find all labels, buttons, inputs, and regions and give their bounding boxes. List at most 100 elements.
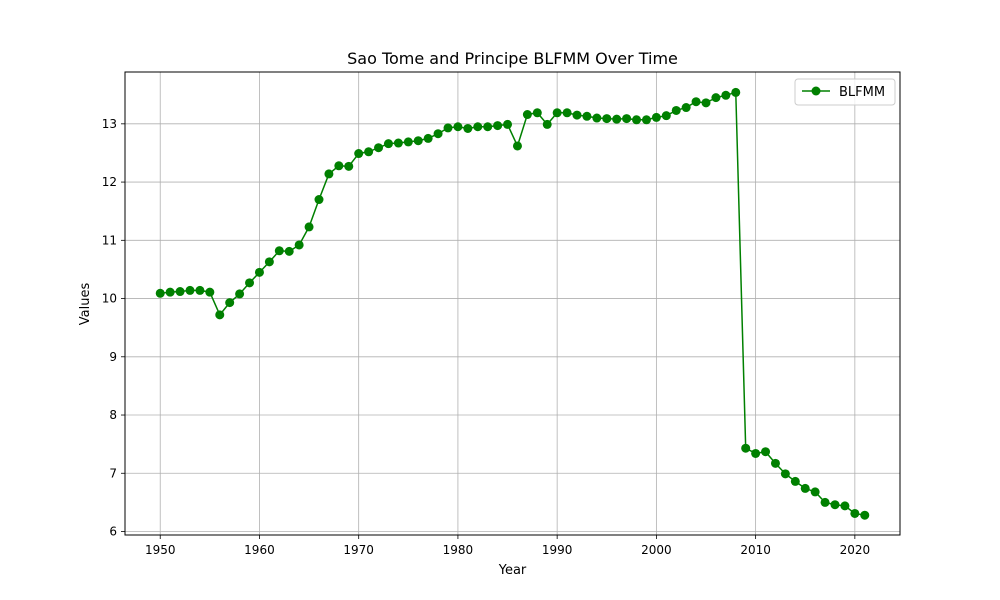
x-tick-label: 2010 xyxy=(740,543,771,557)
data-point xyxy=(364,147,374,157)
data-point xyxy=(651,112,661,122)
data-point xyxy=(512,141,522,151)
data-point xyxy=(860,510,870,520)
data-point xyxy=(701,98,711,108)
data-point xyxy=(721,90,731,100)
data-point xyxy=(761,447,771,457)
data-point xyxy=(552,108,562,118)
data-point xyxy=(314,195,324,205)
grid-lines xyxy=(125,72,900,535)
data-point xyxy=(324,169,334,179)
data-point xyxy=(175,287,185,297)
data-point xyxy=(592,113,602,123)
data-point xyxy=(820,497,830,507)
data-point xyxy=(413,136,423,146)
data-point xyxy=(503,119,513,129)
x-tick-label: 2020 xyxy=(840,543,871,557)
legend: BLFMM xyxy=(794,78,896,106)
data-point xyxy=(493,121,503,131)
data-point xyxy=(195,285,205,295)
y-tick-label: 8 xyxy=(109,408,117,422)
y-axis-ticks: 6 7 8 9 10 11 12 13 xyxy=(102,117,125,539)
data-point xyxy=(374,143,384,153)
data-point xyxy=(393,138,403,148)
data-point xyxy=(522,110,532,120)
data-point xyxy=(205,287,215,297)
data-point xyxy=(344,161,354,171)
data-point xyxy=(383,139,393,149)
x-tick-label: 1950 xyxy=(145,543,176,557)
x-tick-label: 2000 xyxy=(641,543,672,557)
data-point xyxy=(681,103,691,113)
data-point xyxy=(632,115,642,125)
data-point xyxy=(294,240,304,250)
legend-label-blfmm: BLFMM xyxy=(839,85,885,100)
data-point xyxy=(235,289,245,299)
data-point xyxy=(185,285,195,295)
data-point xyxy=(671,105,681,115)
chart-title: Sao Tome and Principe BLFMM Over Time xyxy=(347,49,678,68)
data-point xyxy=(572,110,582,120)
data-point xyxy=(582,111,592,121)
x-tick-label: 1980 xyxy=(443,543,474,557)
data-point xyxy=(850,508,860,518)
data-point xyxy=(463,123,473,133)
data-point xyxy=(790,476,800,486)
data-point xyxy=(711,93,721,103)
data-point xyxy=(354,149,364,159)
data-point xyxy=(641,115,651,125)
data-point xyxy=(770,458,780,468)
data-point xyxy=(602,114,612,124)
data-point xyxy=(225,298,235,308)
data-point xyxy=(741,443,751,453)
data-point xyxy=(284,246,294,256)
data-point xyxy=(810,487,820,497)
data-point xyxy=(254,267,264,277)
x-tick-label: 1960 xyxy=(244,543,275,557)
data-point xyxy=(215,310,225,320)
data-point xyxy=(612,114,622,124)
plot-frame xyxy=(124,71,901,536)
data-point xyxy=(334,161,344,171)
data-point xyxy=(840,501,850,511)
data-point xyxy=(542,119,552,129)
series-group xyxy=(155,87,870,520)
data-point xyxy=(780,469,790,479)
data-point xyxy=(830,500,840,510)
data-point xyxy=(155,288,165,298)
data-point xyxy=(473,122,483,132)
data-point xyxy=(264,257,274,267)
data-point xyxy=(661,111,671,121)
data-point xyxy=(453,122,463,132)
data-point xyxy=(483,122,493,132)
data-point xyxy=(165,287,175,297)
y-tick-label: 11 xyxy=(102,233,117,247)
data-point xyxy=(443,123,453,133)
data-point xyxy=(562,108,572,118)
legend-marker-swatch xyxy=(811,86,821,96)
data-point xyxy=(423,133,433,143)
x-axis-label: Year xyxy=(498,563,527,578)
y-tick-label: 10 xyxy=(102,292,117,306)
data-point xyxy=(403,137,413,147)
data-point xyxy=(532,108,542,118)
x-tick-label: 1990 xyxy=(542,543,573,557)
y-tick-label: 12 xyxy=(102,175,117,189)
y-tick-label: 6 xyxy=(109,525,117,539)
y-tick-label: 13 xyxy=(102,117,117,131)
data-point xyxy=(274,246,284,256)
x-axis-ticks: 1950 1960 1970 1980 1990 2000 2010 2020 xyxy=(145,535,870,557)
y-tick-label: 9 xyxy=(109,350,117,364)
data-point xyxy=(245,278,255,288)
legend-box xyxy=(794,78,896,106)
data-point xyxy=(751,448,761,458)
data-point xyxy=(622,114,632,124)
x-tick-label: 1970 xyxy=(343,543,374,557)
y-axis-label: Values xyxy=(78,283,93,326)
data-point xyxy=(433,129,443,139)
data-point xyxy=(800,483,810,493)
data-point xyxy=(304,222,314,232)
data-point xyxy=(731,87,741,97)
y-tick-label: 7 xyxy=(109,466,117,480)
